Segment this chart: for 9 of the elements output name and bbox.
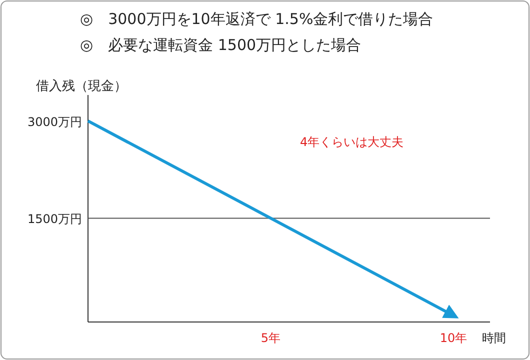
chart-title: ◎ 3000万円を10年返済で 1.5%金利で借りた場合 xyxy=(80,10,434,28)
chart-subtitle: ◎ 必要な運転資金 1500万円とした場合 xyxy=(80,36,362,54)
annotation: 4年くらいは大丈夫 xyxy=(300,135,404,149)
x-tick-label: 5年 xyxy=(260,331,281,345)
y-tick-label: 3000万円 xyxy=(27,114,82,129)
x-axis-title: 時間 xyxy=(482,331,506,345)
x-tick-label: 10年 xyxy=(440,331,468,345)
y-axis-title: 借入残（現金） xyxy=(36,79,127,94)
y-tick-label: 1500万円 xyxy=(27,212,82,226)
